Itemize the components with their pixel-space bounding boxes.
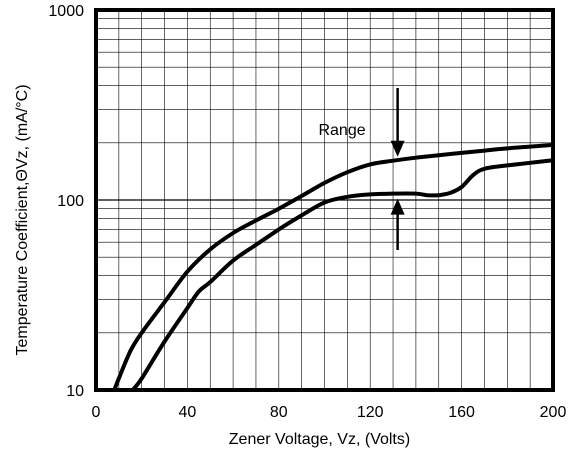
x-tick-label: 80 <box>270 404 288 421</box>
x-tick-label: 40 <box>179 404 197 421</box>
upper-limit-curve <box>112 142 554 391</box>
plot-frame <box>94 8 555 392</box>
x-tick-label: 160 <box>448 404 475 421</box>
x-tick-label: 0 <box>92 404 101 421</box>
tick-labels: 0 40 80 120 160 200 10 100 1000 <box>48 3 566 421</box>
annotations: Range <box>318 88 405 250</box>
y-axis-label: Temperature Coefficient,ΘVz, (mA/°C) <box>14 84 31 355</box>
y-tick-label: 100 <box>57 193 84 210</box>
y-tick-label: 10 <box>66 383 84 400</box>
lower-limit-curve <box>131 158 554 392</box>
curves <box>112 142 554 392</box>
y-tick-label: 1000 <box>48 3 84 20</box>
range-arrow-down-icon <box>390 140 405 157</box>
range-label: Range <box>318 122 365 139</box>
x-tick-label: 200 <box>540 404 567 421</box>
x-axis-label: Zener Voltage, Vz, (Volts) <box>229 431 410 448</box>
x-tick-label: 120 <box>357 404 384 421</box>
range-arrow-up-icon <box>390 198 405 215</box>
grid <box>96 10 553 390</box>
